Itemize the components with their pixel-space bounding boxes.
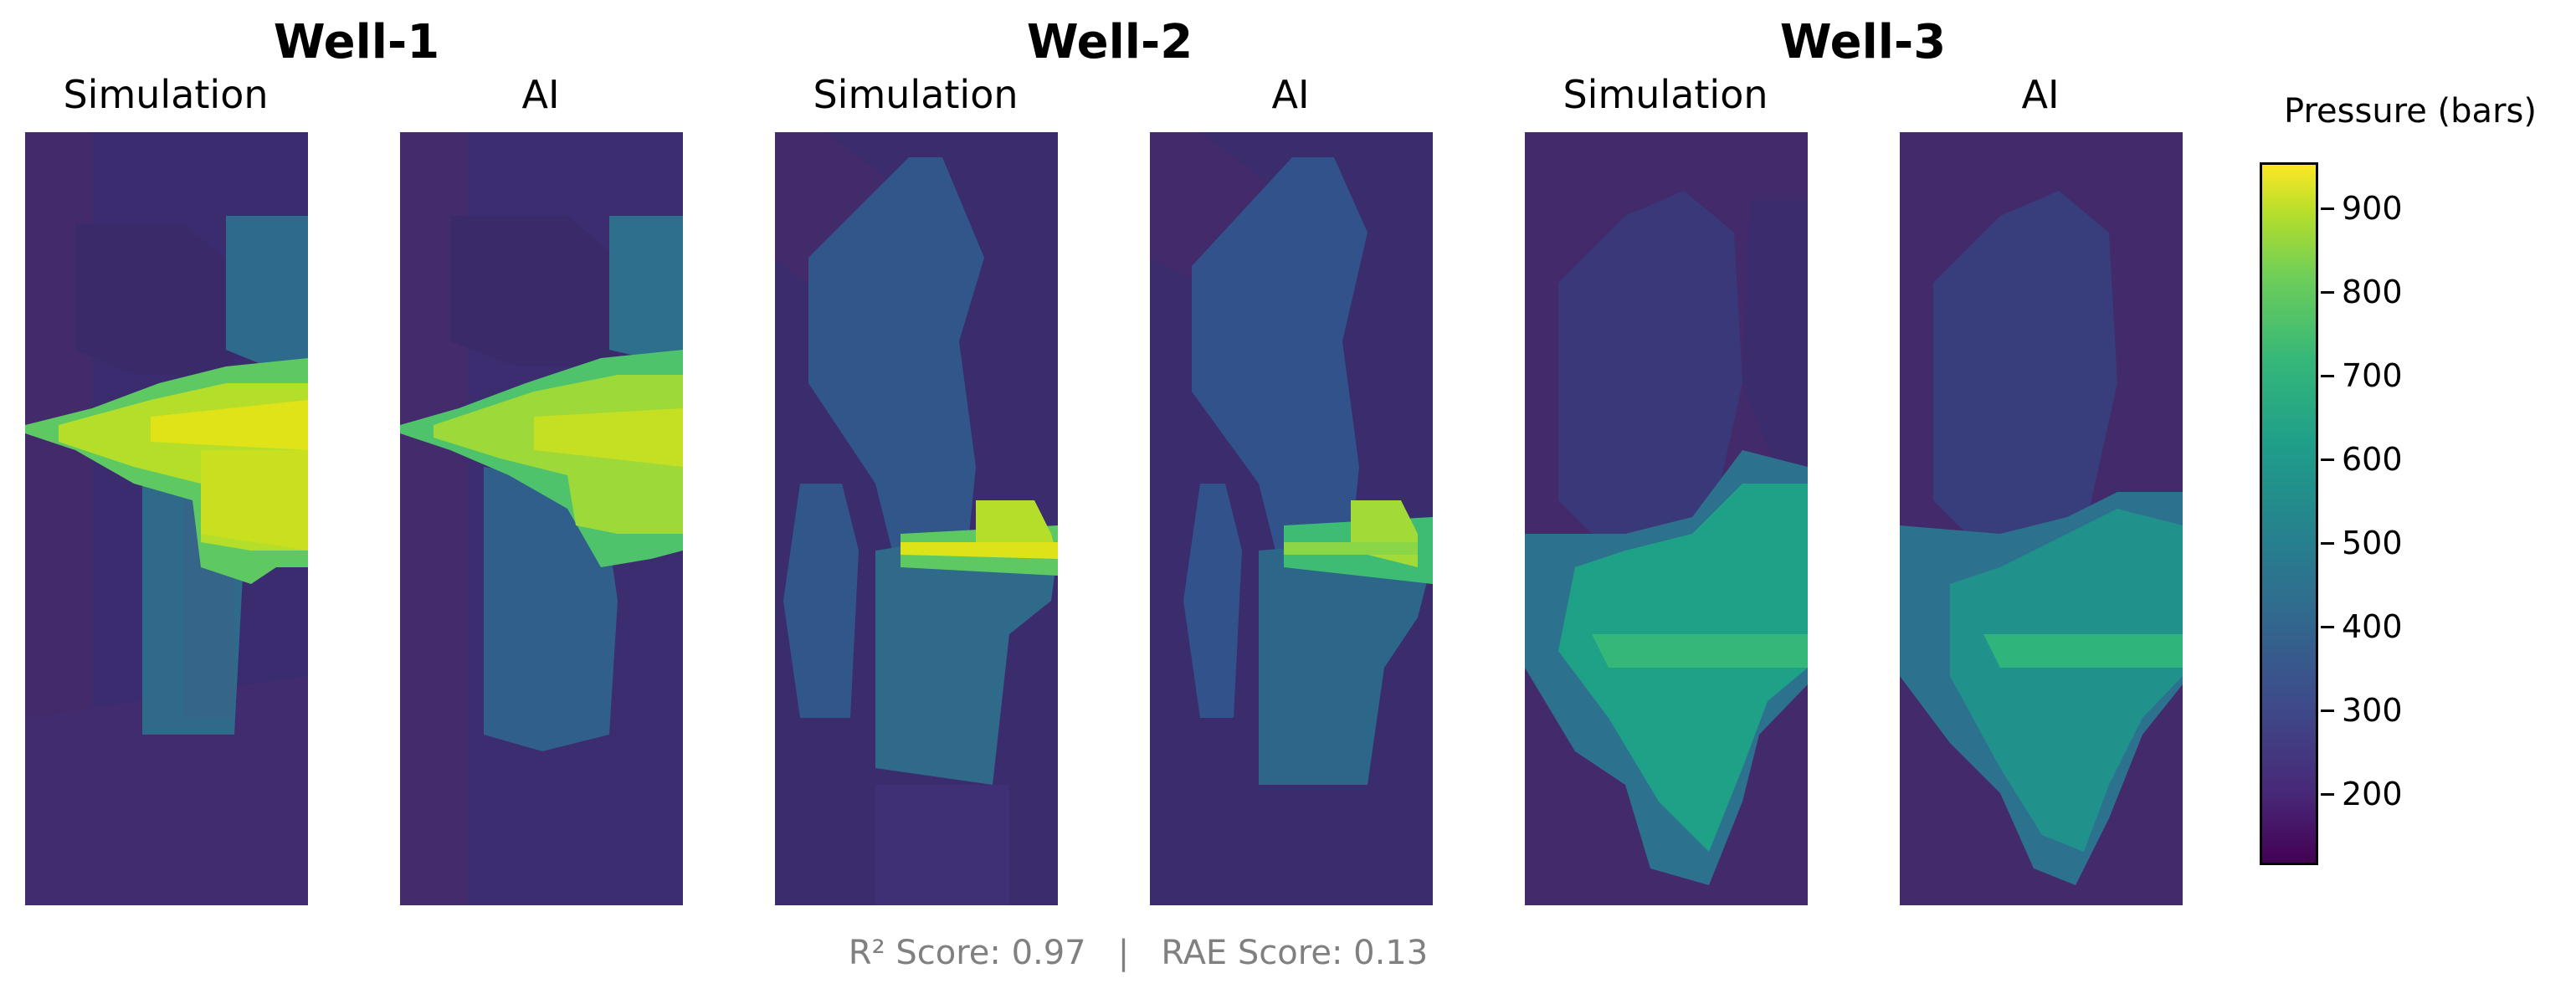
colorbar-tick-label: 500 — [2342, 525, 2403, 561]
colorbar — [2260, 162, 2318, 865]
colorbar-tick-label: 600 — [2342, 441, 2403, 478]
colorbar-tick-label: 800 — [2342, 274, 2403, 310]
well-2-ai-heatmap — [1150, 132, 1433, 905]
well-1-simulation-heatmap — [25, 132, 308, 905]
colorbar-tick — [2321, 459, 2334, 461]
colorbar-tick — [2321, 542, 2334, 545]
well-1-ai-heatmap — [400, 132, 683, 905]
colorbar-tick-label: 300 — [2342, 692, 2403, 729]
colorbar-tick — [2321, 375, 2334, 377]
well-3-ai-heatmap — [1900, 132, 2183, 905]
colorbar-tick — [2321, 710, 2334, 712]
well-3-title: Well-3 — [1779, 15, 1947, 69]
well-1-title: Well-1 — [273, 15, 440, 69]
colorbar-tick — [2321, 207, 2334, 210]
colorbar-tick-label: 200 — [2342, 776, 2403, 812]
colorbar-tick-label: 700 — [2342, 357, 2403, 394]
well-3-ai-title: AI — [2021, 72, 2060, 117]
well-2-simulation-heatmap — [775, 132, 1058, 905]
colorbar-tick — [2321, 793, 2334, 796]
well-1-ai-title: AI — [521, 72, 560, 117]
well-2-title: Well-2 — [1026, 15, 1193, 69]
colorbar-tick-label: 900 — [2342, 190, 2403, 227]
colorbar-tick — [2321, 626, 2334, 628]
well-2-ai-title: AI — [1271, 72, 1310, 117]
well-2-simulation-title: Simulation — [813, 72, 1019, 117]
well-3-simulation-heatmap — [1525, 132, 1808, 905]
score-footer: R² Score: 0.97 | RAE Score: 0.13 — [848, 934, 1429, 972]
colorbar-label: Pressure (bars) — [2284, 92, 2537, 131]
well-3-simulation-title: Simulation — [1563, 72, 1768, 117]
colorbar-tick-label: 400 — [2342, 608, 2403, 645]
well-1-simulation-title: Simulation — [63, 72, 269, 117]
colorbar-tick — [2321, 291, 2334, 294]
